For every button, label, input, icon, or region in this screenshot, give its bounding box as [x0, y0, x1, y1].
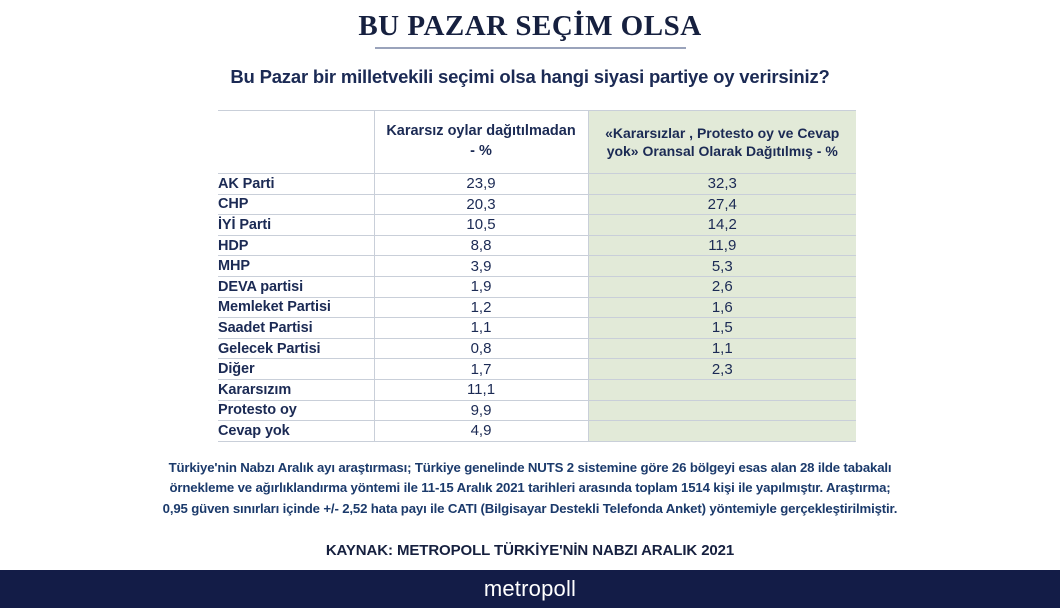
footer-bar: metropoll	[0, 570, 1060, 608]
column-header-undistributed: Kararsız oylar dağıtılmadan - %	[374, 110, 589, 174]
title-underline-divider	[374, 47, 686, 50]
table-row: Protesto oy 9,9	[218, 399, 856, 422]
party-name-cell: Memleket Partisi	[218, 296, 375, 319]
table-row: Cevap yok 4,9	[218, 420, 856, 442]
undistributed-value-cell: 23,9	[374, 173, 589, 195]
distributed-value-cell: 2,3	[588, 358, 856, 380]
table-row: Diğer 1,7 2,3	[218, 358, 856, 380]
distributed-value-cell: 14,2	[588, 214, 856, 236]
distributed-value-cell: 2,6	[588, 275, 856, 298]
undistributed-value-cell: 8,8	[374, 234, 589, 257]
table-row: AK Parti 23,9 32,3	[218, 173, 856, 195]
party-name-cell: MHP	[218, 255, 375, 277]
header-block: BU PAZAR SEÇİM OLSA	[0, 0, 1060, 50]
undistributed-value-cell: 1,9	[374, 275, 589, 298]
table-row: Gelecek Partisi 0,8 1,1	[218, 337, 856, 360]
distributed-value-cell: 5,3	[588, 255, 856, 277]
distributed-value-cell	[588, 399, 856, 422]
undistributed-value-cell: 20,3	[374, 193, 589, 216]
metropoll-logo: metropoll	[483, 576, 577, 601]
table-header-row: Kararsız oylar dağıtılmadan - % «Kararsı…	[218, 110, 856, 174]
distributed-value-cell: 1,5	[588, 317, 856, 339]
party-name-cell: Diğer	[218, 358, 375, 380]
table-row: DEVA partisi 1,9 2,6	[218, 275, 856, 298]
distributed-value-cell	[588, 378, 856, 401]
undistributed-value-cell: 0,8	[374, 337, 589, 360]
party-name-cell: Protesto oy	[218, 399, 375, 422]
distributed-value-cell: 32,3	[588, 173, 856, 195]
footnote-line-3: 0,95 güven sınırları içinde +/- 2,52 hat…	[162, 500, 898, 516]
table-header-row-group: Kararsız oylar dağıtılmadan - % «Kararsı…	[218, 110, 856, 174]
party-name-cell: Cevap yok	[218, 420, 375, 442]
party-name-cell: AK Parti	[218, 173, 375, 195]
table-row: Memleket Partisi 1,2 1,6	[218, 296, 856, 319]
distributed-value-cell: 1,6	[588, 296, 856, 319]
table-row: MHP 3,9 5,3	[218, 255, 856, 277]
distributed-value-cell	[588, 420, 856, 442]
source-line: KAYNAK: METROPOLL TÜRKİYE'NİN NABZI ARAL…	[325, 542, 735, 559]
party-name-cell: Kararsızım	[218, 378, 375, 401]
footnote-line-1: Türkiye'nin Nabzı Aralık ayı araştırması…	[168, 460, 892, 475]
distributed-value-cell: 1,1	[588, 337, 856, 360]
party-name-cell: DEVA partisi	[218, 275, 375, 298]
party-name-cell: İYİ Parti	[218, 214, 375, 236]
undistributed-value-cell: 4,9	[374, 420, 589, 442]
column-header-party-blank	[218, 110, 375, 174]
undistributed-value-cell: 10,5	[374, 214, 589, 236]
distributed-value-cell: 27,4	[588, 193, 856, 216]
table-row: Kararsızım 11,1	[218, 378, 856, 401]
footnote-line-2: örnekleme ve ağırlıklandırma yöntemi ile…	[169, 480, 891, 496]
table-row: CHP 20,3 27,4	[218, 193, 856, 216]
party-name-cell: Gelecek Partisi	[218, 337, 375, 360]
poll-results-table: Kararsız oylar dağıtılmadan - % «Kararsı…	[218, 110, 856, 442]
table-row: İYİ Parti 10,5 14,2	[218, 214, 856, 236]
party-name-cell: HDP	[218, 234, 375, 257]
undistributed-value-cell: 1,1	[374, 317, 589, 339]
table-body: AK Parti 23,9 32,3 CHP 20,3 27,4 İYİ Parti 10,5…	[218, 173, 856, 442]
undistributed-value-cell: 3,9	[374, 255, 589, 277]
page-subtitle: Bu Pazar bir milletvekili seçimi olsa ha…	[230, 66, 830, 88]
poll-table-container: Kararsız oylar dağıtılmadan - % «Kararsı…	[218, 110, 856, 442]
column-header-distributed: «Kararsızlar , Protesto oy ve Cevap yok»…	[588, 110, 856, 174]
distributed-value-cell: 11,9	[588, 234, 856, 257]
methodology-footnote: Türkiye'nin Nabzı Aralık ayı araştırması…	[90, 458, 970, 519]
page-title: BU PAZAR SEÇİM OLSA	[358, 10, 702, 42]
party-name-cell: Saadet Partisi	[218, 317, 375, 339]
undistributed-value-cell: 1,7	[374, 358, 589, 380]
undistributed-value-cell: 11,1	[374, 378, 589, 401]
party-name-cell: CHP	[218, 193, 375, 216]
undistributed-value-cell: 1,2	[374, 296, 589, 319]
table-row: HDP 8,8 11,9	[218, 234, 856, 257]
undistributed-value-cell: 9,9	[374, 399, 589, 422]
table-row: Saadet Partisi 1,1 1,5	[218, 317, 856, 339]
